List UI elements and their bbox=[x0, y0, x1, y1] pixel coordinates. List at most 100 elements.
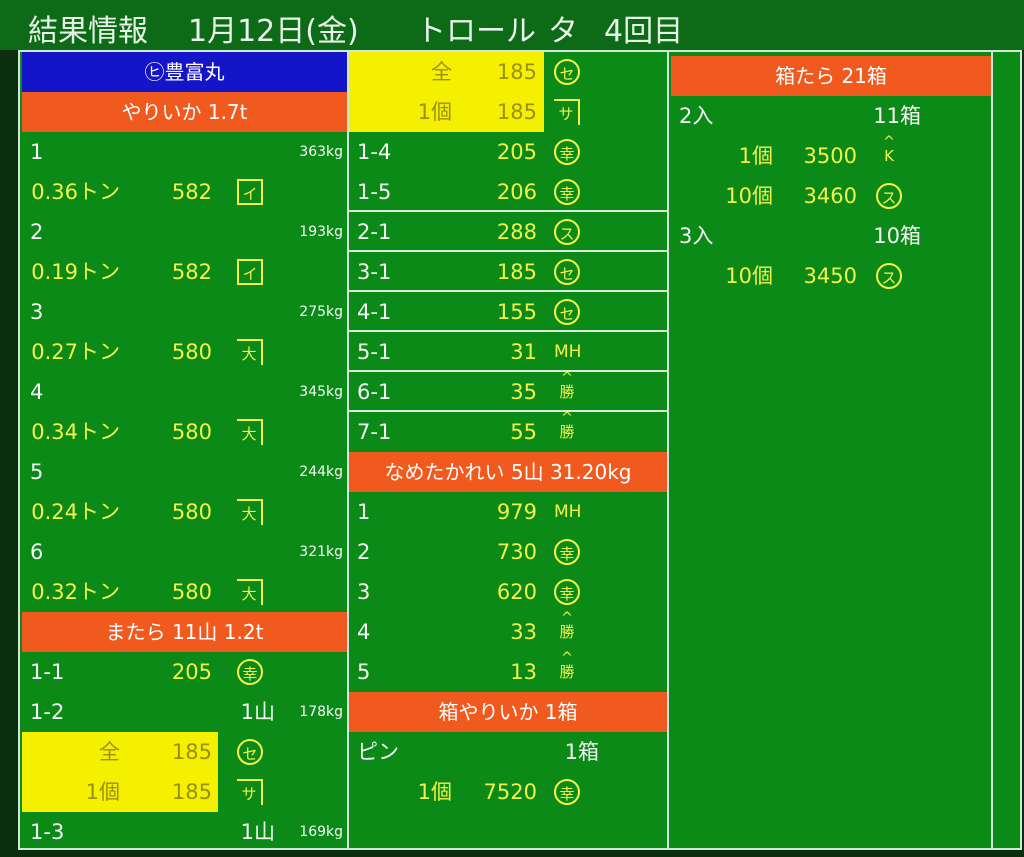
price: 55 bbox=[510, 420, 537, 444]
price: 620 bbox=[496, 580, 537, 604]
section-header: やりいか 1.7t bbox=[22, 92, 347, 132]
price-row: 0.32トン 580 大 bbox=[22, 572, 347, 612]
price-row: 0.19トン 582 イ bbox=[22, 252, 347, 292]
lot-count: 10箱 bbox=[873, 224, 921, 248]
buyer-mark-icon: 大 bbox=[237, 339, 263, 365]
buyer-mark-icon: 幸 bbox=[554, 779, 580, 805]
lot-label: 3 bbox=[30, 300, 44, 324]
column-right: 箱たら 21箱 2入 11箱 1個 3500 K 10個 3460 ス 3入 10箱 10個 3450 ス bbox=[671, 52, 993, 848]
quantity: 0.34トン bbox=[31, 420, 120, 444]
section-header: ㋪豊富丸 bbox=[22, 52, 347, 92]
price: 582 bbox=[171, 260, 212, 284]
buyer-mark-icon: 勝 bbox=[554, 365, 580, 405]
buyer-mark-icon: ス bbox=[876, 183, 902, 209]
lot-label: 4 bbox=[357, 620, 371, 644]
buyer-mark-icon: ス bbox=[554, 219, 580, 245]
lot-label: 1 bbox=[30, 140, 44, 164]
lot-label: 6-1 bbox=[357, 380, 392, 404]
lot-label: 1-4 bbox=[357, 140, 392, 164]
buyer-mark-icon: サ bbox=[554, 99, 580, 125]
lot-label: 5 bbox=[30, 460, 44, 484]
price: 3460 bbox=[803, 184, 857, 208]
lot-label: 6 bbox=[30, 540, 44, 564]
title-date: 1月12日(金) bbox=[188, 14, 359, 49]
lot-weight: 275kg bbox=[299, 304, 343, 320]
price-row: 10個 3460 ス bbox=[671, 176, 991, 216]
quantity: 0.32トン bbox=[31, 580, 120, 604]
quantity: 1個 bbox=[738, 144, 773, 168]
price-row: 全 185 セ bbox=[349, 52, 667, 92]
lot-label: 5-1 bbox=[357, 340, 392, 364]
price: 31 bbox=[510, 340, 537, 364]
highlight-background bbox=[22, 772, 218, 812]
lot-row: 1 979 MH bbox=[349, 492, 667, 532]
buyer-mark-icon: セ bbox=[554, 259, 580, 285]
lot-row: 1-5 206 幸 bbox=[349, 172, 667, 212]
price: 3500 bbox=[803, 144, 857, 168]
lot-label: 4 bbox=[30, 380, 44, 404]
price: 205 bbox=[496, 140, 537, 164]
buyer-mark-icon: 幸 bbox=[554, 139, 580, 165]
lot-row: 5 13 勝 bbox=[349, 645, 667, 692]
lot-label: 7-1 bbox=[357, 420, 392, 444]
lot-label: 3 bbox=[357, 580, 371, 604]
lot-weight: 321kg bbox=[299, 544, 343, 560]
buyer-mark-icon: 幸 bbox=[554, 539, 580, 565]
price-row: 1個 185 サ bbox=[349, 92, 667, 132]
lot-weight: 363kg bbox=[299, 144, 343, 160]
price: 580 bbox=[171, 500, 212, 524]
lot-label: 4-1 bbox=[357, 300, 392, 324]
price: 580 bbox=[171, 340, 212, 364]
buyer-mark-icon: ス bbox=[876, 263, 902, 289]
buyer-mark-icon: 大 bbox=[237, 419, 263, 445]
price-row: 全 185 セ bbox=[22, 732, 347, 772]
lot-row: 3 275kg bbox=[22, 292, 347, 332]
lot-weight: 178kg bbox=[299, 704, 343, 720]
buyer-mark-icon: 幸 bbox=[237, 659, 263, 685]
price: 185 bbox=[171, 780, 212, 804]
quantity: 0.27トン bbox=[31, 340, 120, 364]
title-method: トロール bbox=[416, 14, 536, 49]
lot-label: 3入 bbox=[679, 224, 714, 248]
price: 979 bbox=[496, 500, 537, 524]
lot-row: 3 620 幸 bbox=[349, 572, 667, 612]
buyer-mark-icon: セ bbox=[554, 59, 580, 85]
price-row: 0.36トン 582 イ bbox=[22, 172, 347, 212]
title-bar: 結果情報 1月12日(金) トロール タ 4回目 bbox=[0, 0, 1024, 50]
buyer-mark-icon: 勝 bbox=[554, 645, 580, 685]
lot-label: 1-1 bbox=[30, 660, 65, 684]
lot-row: 1-4 205 幸 bbox=[349, 132, 667, 172]
title-label: 結果情報 bbox=[28, 14, 148, 49]
price: 33 bbox=[510, 620, 537, 644]
lot-row: 1 363kg bbox=[22, 132, 347, 172]
buyer-mark-icon: 大 bbox=[237, 499, 263, 525]
lot-label: 2 bbox=[30, 220, 44, 244]
quantity: 全 bbox=[99, 740, 120, 764]
price: 582 bbox=[171, 180, 212, 204]
price: 185 bbox=[496, 60, 537, 84]
lot-row: 2 730 幸 bbox=[349, 532, 667, 572]
lot-row: 4-1 155 セ bbox=[349, 292, 667, 332]
lot-count: 1山 bbox=[240, 820, 275, 844]
section-header: 箱たら 21箱 bbox=[671, 56, 991, 96]
price: 155 bbox=[496, 300, 537, 324]
lot-row: ピン 1箱 bbox=[349, 732, 667, 772]
lot-label: 1-2 bbox=[30, 700, 65, 724]
buyer-mark-icon: K bbox=[876, 129, 902, 169]
price-row: 0.34トン 580 大 bbox=[22, 412, 347, 452]
price: 185 bbox=[171, 740, 212, 764]
lot-count: 1山 bbox=[240, 700, 275, 724]
price: 185 bbox=[496, 100, 537, 124]
lot-label: 2入 bbox=[679, 104, 714, 128]
quantity: 10個 bbox=[725, 184, 773, 208]
price-row: 0.27トン 580 大 bbox=[22, 332, 347, 372]
price: 7520 bbox=[483, 780, 537, 804]
buyer-mark-icon: MH bbox=[554, 342, 582, 362]
lot-weight: 244kg bbox=[299, 464, 343, 480]
column-middle: 全 185 セ 1個 185 サ 1-4 205 幸 1-5 206 幸 2-1 288 ス 3-1 185 セ 4… bbox=[349, 52, 669, 848]
lot-label: 1 bbox=[357, 500, 371, 524]
lot-row: 7-1 55 勝 bbox=[349, 405, 667, 452]
section-header: なめたかれい 5山 31.20kg bbox=[349, 452, 667, 492]
lot-row: 6 321kg bbox=[22, 532, 347, 572]
price: 730 bbox=[496, 540, 537, 564]
